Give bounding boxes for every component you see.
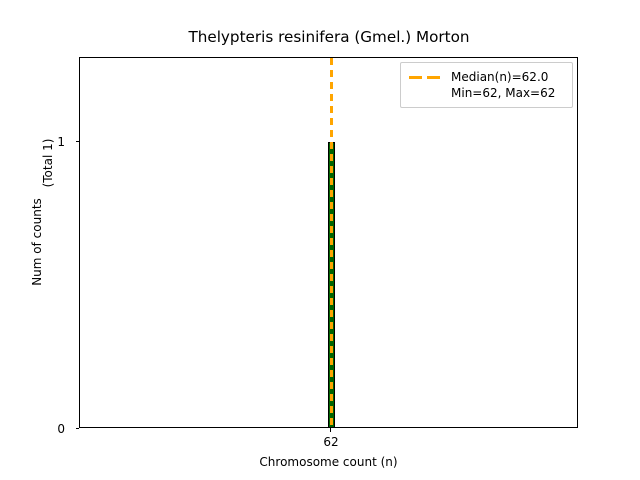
y-axis-label-total: (Total 1) [41, 138, 55, 188]
legend-label-minmax: Min=62, Max=62 [451, 86, 556, 100]
legend-dash-segment [409, 76, 422, 79]
legend-median-swatch [409, 71, 443, 85]
legend-text-block: Median(n)=62.0 Min=62, Max=62 [451, 69, 555, 101]
x-tick-mark-62 [330, 428, 332, 432]
legend: Median(n)=62.0 Min=62, Max=62 [400, 62, 573, 108]
y-tick-label-1: 1 [57, 135, 65, 149]
legend-dash-segment [427, 76, 440, 79]
median-line [330, 58, 333, 427]
page-title: Thelypteris resinifera (Gmel.) Morton [188, 28, 470, 46]
y-tick-mark-1 [75, 141, 79, 143]
x-tick-label-62: 62 [323, 435, 339, 449]
legend-label-median: Median(n)=62.0 [451, 70, 549, 84]
x-axis-label: Chromosome count (n) [259, 455, 398, 469]
plot-area [79, 57, 578, 428]
y-tick-label-0: 0 [57, 422, 65, 436]
y-axis-label-group: Num of counts (Total 1) [0, 57, 60, 428]
y-tick-mark-0 [75, 428, 79, 430]
